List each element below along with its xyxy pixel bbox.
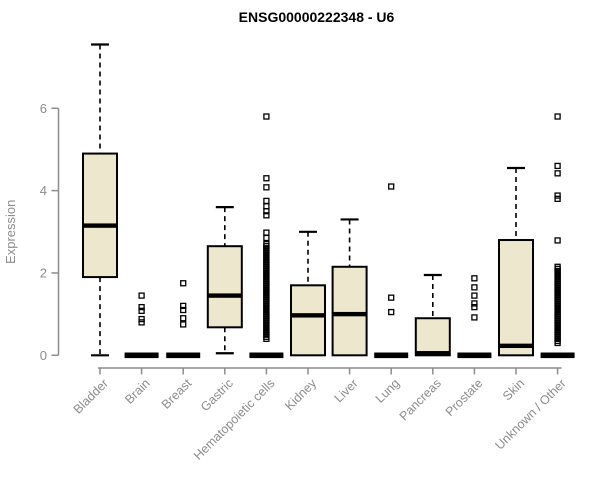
collapsed-box bbox=[166, 352, 201, 359]
box-rect bbox=[290, 284, 326, 357]
outlier-point bbox=[263, 240, 270, 248]
median-line bbox=[332, 311, 367, 317]
collapsed-box bbox=[249, 352, 284, 359]
box-rect bbox=[498, 239, 534, 357]
outlier-point bbox=[471, 292, 478, 299]
median-line bbox=[207, 293, 242, 298]
outlier-point bbox=[263, 208, 270, 215]
y-axis-title: Expression bbox=[3, 200, 18, 264]
outlier-point bbox=[263, 212, 270, 219]
x-tick-label: Unknown / Other bbox=[492, 376, 568, 452]
outlier-point bbox=[554, 195, 561, 203]
y-axis: 0 2 4 6 Expression bbox=[3, 101, 60, 363]
y-tick-label: 0 bbox=[40, 348, 47, 363]
outlier-point bbox=[554, 162, 561, 170]
outlier-point bbox=[263, 234, 270, 242]
outlier-point bbox=[180, 280, 187, 287]
outlier-point bbox=[471, 275, 478, 282]
x-tick-label: Lung bbox=[373, 376, 403, 406]
box-unknown-other bbox=[540, 113, 575, 359]
box-bladder bbox=[82, 43, 118, 357]
x-tick-label: Prostate bbox=[443, 376, 486, 419]
median-line bbox=[415, 351, 450, 356]
box-skin bbox=[498, 166, 534, 357]
box-pancreas bbox=[414, 273, 451, 357]
outlier-point bbox=[388, 308, 395, 316]
box-liver bbox=[331, 218, 368, 357]
box-breast bbox=[166, 280, 201, 359]
outlier-point bbox=[180, 302, 187, 310]
x-tick-label: Hematopoietic cells bbox=[191, 376, 278, 463]
outlier-point bbox=[180, 306, 187, 314]
median-line bbox=[291, 313, 325, 318]
box-gastric bbox=[206, 205, 243, 355]
outlier-point bbox=[180, 315, 187, 322]
outlier-point bbox=[263, 113, 270, 120]
outlier-point bbox=[138, 303, 145, 311]
x-tick-label: Kidney bbox=[282, 376, 319, 413]
outlier-point bbox=[471, 284, 478, 291]
x-tick-label: Gastric bbox=[198, 376, 236, 414]
outlier-point bbox=[471, 303, 478, 311]
outlier-point bbox=[263, 175, 270, 182]
x-tick-label: Liver bbox=[332, 376, 361, 405]
box-rect bbox=[331, 265, 368, 357]
outlier-point bbox=[388, 183, 395, 190]
outlier-point bbox=[138, 307, 145, 314]
outlier-point bbox=[263, 203, 270, 210]
box-lung bbox=[374, 183, 409, 359]
collapsed-box bbox=[457, 352, 492, 359]
y-tick-label: 2 bbox=[40, 265, 47, 280]
outlier-point bbox=[554, 263, 561, 270]
box-kidney bbox=[290, 230, 326, 357]
outlier-point bbox=[554, 192, 561, 199]
median-line bbox=[83, 223, 117, 228]
outlier-point bbox=[554, 237, 561, 244]
box-hematopoietic-cells bbox=[249, 113, 284, 359]
outlier-point bbox=[180, 321, 187, 328]
box-rect bbox=[82, 152, 118, 279]
outlier-point bbox=[138, 319, 145, 326]
box-rect bbox=[206, 245, 243, 329]
box-rect bbox=[414, 317, 451, 357]
outlier-point bbox=[138, 292, 145, 299]
outlier-point bbox=[388, 294, 395, 301]
chart-title: ENSG00000222348 - U6 bbox=[238, 9, 395, 25]
outlier-point bbox=[263, 184, 270, 191]
y-tick-label: 6 bbox=[40, 101, 47, 116]
y-tick-label: 4 bbox=[40, 183, 47, 198]
box-brain bbox=[124, 292, 159, 359]
x-tick-label: Brain bbox=[122, 376, 153, 407]
collapsed-box bbox=[540, 352, 575, 359]
outlier-point bbox=[263, 197, 270, 205]
outlier-point bbox=[554, 113, 561, 120]
x-tick-label: Skin bbox=[500, 376, 527, 403]
collapsed-box bbox=[374, 352, 409, 359]
x-tick-label: Bladder bbox=[71, 376, 111, 416]
outlier-point bbox=[554, 170, 561, 177]
outlier-point bbox=[263, 229, 270, 236]
outlier-point bbox=[138, 315, 145, 323]
outlier-point bbox=[471, 314, 478, 321]
collapsed-box bbox=[124, 352, 159, 359]
outlier-point bbox=[471, 300, 478, 307]
median-line bbox=[499, 343, 533, 349]
box-prostate bbox=[457, 275, 492, 359]
x-tick-label: Pancreas bbox=[397, 376, 444, 423]
x-tick-label: Breast bbox=[159, 376, 195, 412]
